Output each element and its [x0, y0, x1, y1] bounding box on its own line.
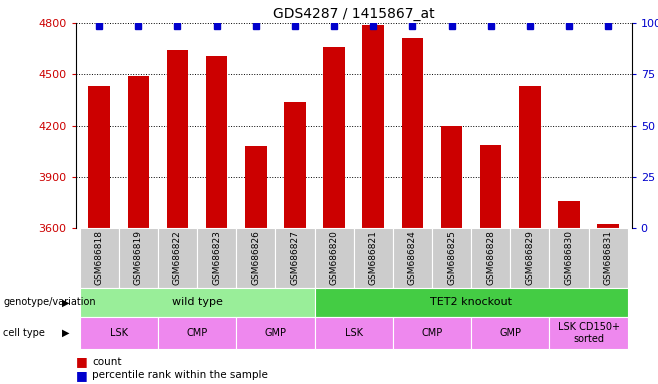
- Bar: [393, 228, 432, 288]
- Bar: [275, 228, 315, 288]
- Text: GSM686824: GSM686824: [408, 230, 417, 285]
- Text: GSM686827: GSM686827: [290, 230, 299, 285]
- Bar: [471, 228, 511, 288]
- Bar: [80, 228, 118, 288]
- Text: CMP: CMP: [186, 328, 208, 338]
- Bar: [511, 228, 549, 288]
- Text: GSM686826: GSM686826: [251, 230, 261, 285]
- Bar: [354, 228, 393, 288]
- Text: ▶: ▶: [62, 328, 69, 338]
- Text: GMP: GMP: [499, 328, 521, 338]
- Bar: [80, 317, 158, 349]
- Bar: [558, 201, 580, 228]
- Text: GSM686831: GSM686831: [603, 230, 613, 285]
- Bar: [158, 228, 197, 288]
- Text: GSM686830: GSM686830: [565, 230, 574, 285]
- Text: count: count: [92, 356, 122, 367]
- Text: ■: ■: [76, 369, 88, 382]
- Bar: [589, 228, 628, 288]
- Bar: [80, 288, 315, 317]
- Bar: [519, 86, 541, 228]
- Text: GSM686819: GSM686819: [134, 230, 143, 285]
- Bar: [315, 228, 354, 288]
- Bar: [128, 76, 149, 228]
- Text: GSM686822: GSM686822: [173, 230, 182, 285]
- Bar: [393, 317, 471, 349]
- Bar: [549, 228, 589, 288]
- Bar: [549, 317, 628, 349]
- Bar: [480, 145, 501, 228]
- Bar: [245, 146, 266, 228]
- Text: LSK: LSK: [110, 328, 128, 338]
- Bar: [118, 228, 158, 288]
- Text: TET2 knockout: TET2 knockout: [430, 297, 512, 308]
- Text: LSK: LSK: [345, 328, 363, 338]
- Text: LSK CD150+
sorted: LSK CD150+ sorted: [557, 322, 620, 344]
- Bar: [315, 317, 393, 349]
- Bar: [158, 317, 236, 349]
- Text: GSM686825: GSM686825: [447, 230, 456, 285]
- Bar: [88, 86, 110, 228]
- Bar: [471, 317, 549, 349]
- Text: GSM686829: GSM686829: [525, 230, 534, 285]
- Text: GMP: GMP: [265, 328, 286, 338]
- Bar: [236, 317, 315, 349]
- Bar: [206, 56, 228, 228]
- Text: GSM686821: GSM686821: [368, 230, 378, 285]
- Bar: [284, 102, 306, 228]
- Bar: [323, 47, 345, 228]
- Text: ■: ■: [76, 355, 88, 368]
- Bar: [597, 224, 619, 228]
- Bar: [441, 126, 463, 228]
- Bar: [166, 50, 188, 228]
- Bar: [315, 288, 628, 317]
- Text: GSM686828: GSM686828: [486, 230, 495, 285]
- Text: genotype/variation: genotype/variation: [3, 297, 96, 308]
- Bar: [401, 38, 423, 228]
- Text: GSM686820: GSM686820: [330, 230, 339, 285]
- Title: GDS4287 / 1415867_at: GDS4287 / 1415867_at: [273, 7, 434, 21]
- Text: wild type: wild type: [172, 297, 222, 308]
- Text: GSM686823: GSM686823: [212, 230, 221, 285]
- Text: CMP: CMP: [421, 328, 443, 338]
- Bar: [197, 228, 236, 288]
- Text: ▶: ▶: [62, 297, 69, 308]
- Text: cell type: cell type: [3, 328, 45, 338]
- Text: percentile rank within the sample: percentile rank within the sample: [92, 370, 268, 381]
- Bar: [236, 228, 275, 288]
- Bar: [363, 25, 384, 228]
- Text: GSM686818: GSM686818: [95, 230, 104, 285]
- Bar: [432, 228, 471, 288]
